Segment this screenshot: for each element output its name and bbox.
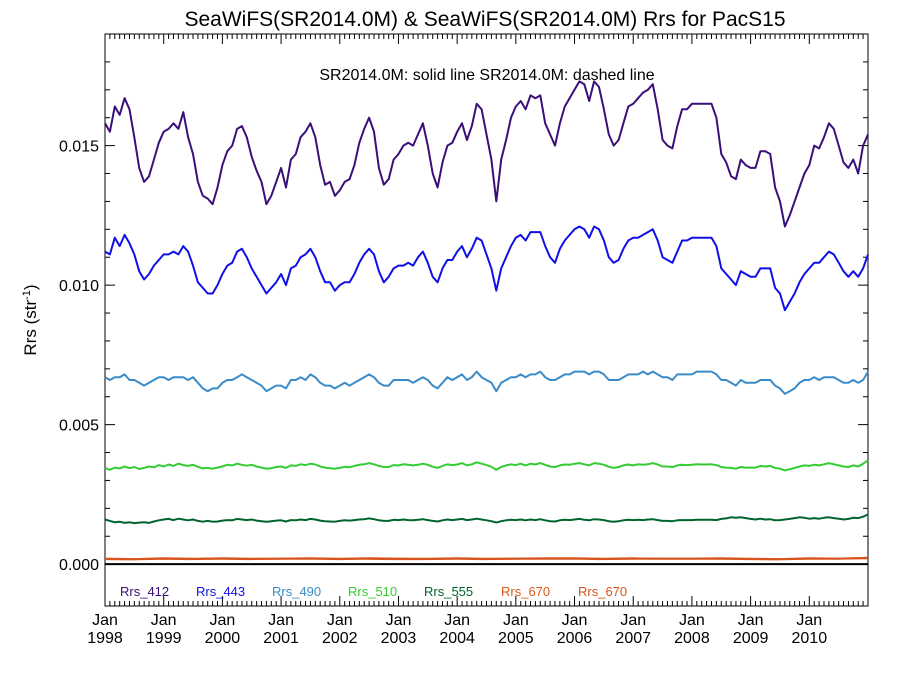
x-tick-month: Jan [386,612,412,629]
series-line-rrs-490 [104,370,869,395]
x-tick-year: 2008 [674,630,710,647]
x-tick-month: Jan [444,612,470,629]
x-tick-year: 2007 [615,630,651,647]
x-tick-month: Jan [738,612,764,629]
y-tick-label: 0.015 [59,139,99,156]
series-line-rrs-670 [104,557,869,561]
x-tick-year: 2003 [381,630,417,647]
x-tick-month: Jan [151,612,177,629]
x-tick-year: 2005 [498,630,534,647]
x-tick-month: Jan [562,612,588,629]
x-tick-month: Jan [503,612,529,629]
y-axis-label-close: ) [21,284,40,290]
legend-entry-rrs-443: Rrs_443 [196,584,245,599]
legend: Rrs_412 Rrs_443 Rrs_490 Rrs_510 Rrs_555 Rrs_6… [120,584,627,599]
series-line-rrs-510 [104,459,869,472]
x-tick-year: 1999 [146,630,182,647]
x-axis: Jan1998Jan1999Jan2000Jan2001Jan2002Jan20… [87,34,864,647]
x-tick-year: 2006 [557,630,593,647]
legend-entry-rrs-670: Rrs_670 [501,584,550,599]
legend-entry-rrs-490: Rrs_490 [272,584,321,599]
y-tick-label: 0.010 [59,278,99,295]
series-lines [104,80,869,561]
x-tick-year: 2009 [733,630,769,647]
series-line-rrs-412 [104,80,869,228]
x-tick-month: Jan [327,612,353,629]
legend-entry-rrs-555: Rrs_555 [424,584,473,599]
x-tick-year: 2002 [322,630,358,647]
y-axis: 0.000 0.005 0.010 0.015 [59,61,868,574]
x-tick-year: 2000 [205,630,241,647]
series-line-rrs-443 [104,225,869,312]
y-axis-label: Rrs (str-1) [21,284,40,355]
y-axis-label-superscript: -1 [21,290,33,300]
y-tick-label: 0.005 [59,418,99,435]
x-tick-month: Jan [92,612,118,629]
x-tick-month: Jan [679,612,705,629]
x-tick-year: 2010 [792,630,828,647]
chart-title: SeaWiFS(SR2014.0M) & SeaWiFS(SR2014.0M) … [184,8,785,31]
series-line-rrs-555 [104,513,869,525]
x-tick-year: 2001 [263,630,299,647]
x-tick-year: 1998 [87,630,123,647]
x-tick-month: Jan [620,612,646,629]
y-tick-label: 0.000 [59,557,99,574]
legend-entry-rrs-510: Rrs_510 [348,584,397,599]
legend-entry-rrs-412: Rrs_412 [120,584,169,599]
line-style-annotation: SR2014.0M: solid line SR2014.0M: dashed … [319,67,654,84]
x-tick-month: Jan [268,612,294,629]
x-tick-year: 2004 [439,630,475,647]
legend-entry-rrs-670: Rrs_670 [578,584,627,599]
x-tick-month: Jan [796,612,822,629]
x-tick-month: Jan [209,612,235,629]
y-axis-label-text: Rrs (str [21,300,40,356]
